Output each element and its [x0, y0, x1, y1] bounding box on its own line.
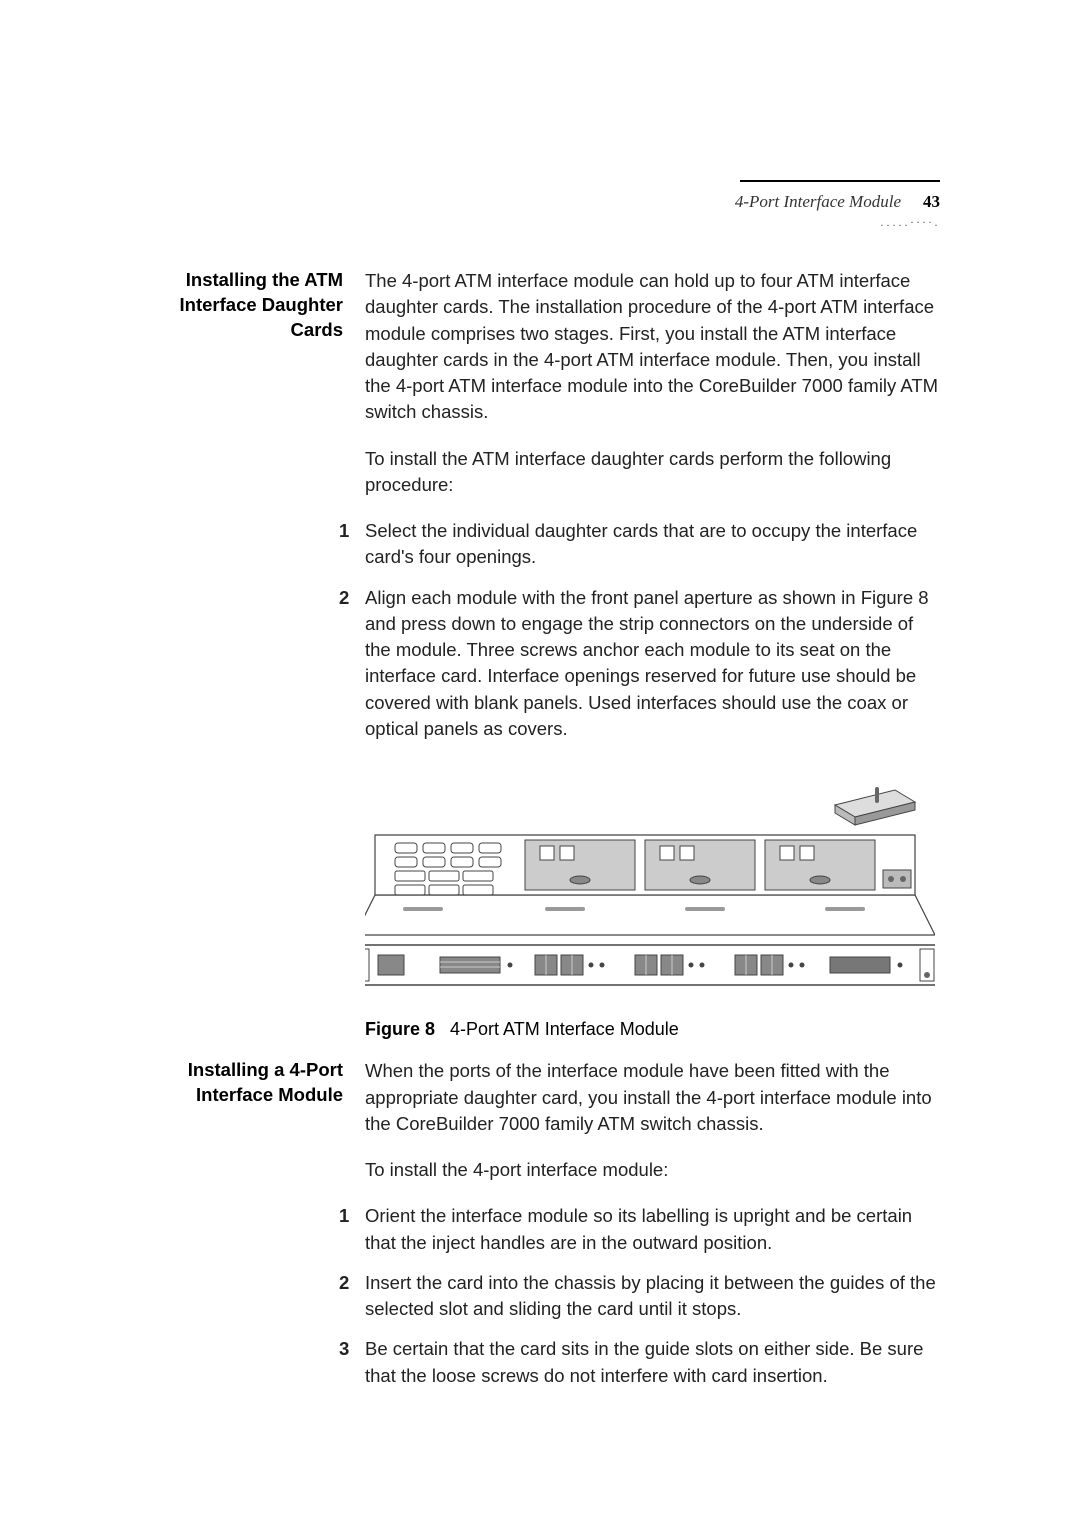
- section-installing-daughter-cards: Installing the ATM Interface Daughter Ca…: [170, 268, 940, 756]
- para-s1-2: To install the ATM interface daughter ca…: [365, 446, 940, 499]
- body-daughter-cards: The 4-port ATM interface module can hold…: [365, 268, 940, 756]
- list-s1-item-2: Align each module with the front panel a…: [339, 585, 940, 743]
- figure-8-caption: Figure 8 4-Port ATM Interface Module: [365, 1019, 940, 1040]
- para-s2-1: When the ports of the interface module h…: [365, 1058, 940, 1137]
- para-s2-2: To install the 4-port interface module:: [365, 1157, 940, 1183]
- section-installing-interface-module: Installing a 4-Port Interface Module Whe…: [170, 1058, 940, 1403]
- side-heading-daughter-cards: Installing the ATM Interface Daughter Ca…: [170, 268, 365, 756]
- page-number: 43: [923, 192, 940, 211]
- header-title: 4-Port Interface Module: [735, 192, 901, 211]
- running-header: 4-Port Interface Module 43: [735, 192, 940, 212]
- header-rule: [740, 180, 940, 182]
- list-s2-item-2-text: Insert the card into the chassis by plac…: [339, 1270, 940, 1323]
- header-dots-deco: ··········: [880, 218, 940, 233]
- list-s2: Orient the interface module so its label…: [365, 1203, 940, 1389]
- list-s1-item-2-text: Align each module with the front panel a…: [339, 585, 940, 743]
- figure-8: Figure 8 4-Port ATM Interface Module: [365, 780, 940, 1040]
- body-interface-module: When the ports of the interface module h…: [365, 1058, 940, 1403]
- list-s1-item-1-text: Select the individual daughter cards tha…: [339, 518, 940, 571]
- list-s2-item-3-text: Be certain that the card sits in the gui…: [339, 1336, 940, 1389]
- para-s1-1: The 4-port ATM interface module can hold…: [365, 268, 940, 426]
- figure-8-label: Figure 8: [365, 1019, 435, 1039]
- list-s2-item-3: Be certain that the card sits in the gui…: [339, 1336, 940, 1389]
- list-s2-item-1: Orient the interface module so its label…: [339, 1203, 940, 1256]
- list-s1: Select the individual daughter cards tha…: [365, 518, 940, 742]
- side-heading-interface-module: Installing a 4-Port Interface Module: [170, 1058, 365, 1403]
- figure-8-svg: [365, 780, 935, 1000]
- list-s1-item-1: Select the individual daughter cards tha…: [339, 518, 940, 571]
- list-s2-item-1-text: Orient the interface module so its label…: [339, 1203, 940, 1256]
- figure-8-caption-text: 4-Port ATM Interface Module: [450, 1019, 679, 1039]
- list-s2-item-2: Insert the card into the chassis by plac…: [339, 1270, 940, 1323]
